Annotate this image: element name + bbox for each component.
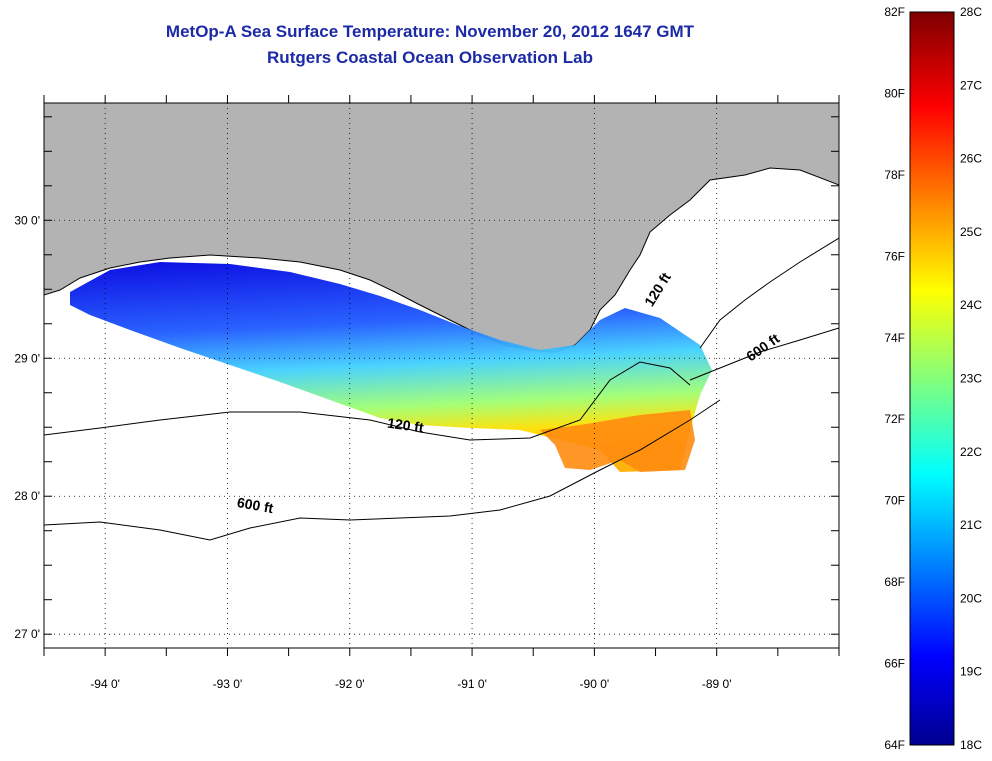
colorbar-f-label: 68F (884, 575, 905, 589)
colorbar-f-label: 64F (884, 738, 905, 752)
colorbar-f-label: 74F (884, 331, 905, 345)
colorbar-f-label: 66F (884, 657, 905, 671)
x-tick-label: -93 0' (213, 677, 243, 691)
colorbar-f-label: 78F (884, 168, 905, 182)
map-title: MetOp-A Sea Surface Temperature: Novembe… (165, 22, 695, 41)
colorbar-c-label: 20C (960, 591, 982, 605)
x-tick-label: -94 0' (90, 677, 120, 691)
x-tick-label: -92 0' (335, 677, 365, 691)
colorbar-c-label: 23C (960, 372, 982, 386)
colorbar-c-label: 24C (960, 298, 982, 312)
colorbar-c-label: 19C (960, 665, 982, 679)
colorbar-f-label: 76F (884, 249, 905, 263)
colorbar-c-label: 18C (960, 738, 982, 752)
x-tick-label: -90 0' (580, 677, 610, 691)
y-tick-label: 29 0' (14, 351, 40, 365)
colorbar-c-label: 21C (960, 518, 982, 532)
contour-600ft-south (44, 399, 721, 541)
y-tick-label: 27 0' (14, 627, 40, 641)
colorbar-c-label: 25C (960, 225, 982, 239)
sst-swath (70, 262, 712, 472)
colorbar-f-label: 72F (884, 412, 905, 426)
y-tick-label: 30 0' (14, 213, 40, 227)
colorbar (909, 11, 955, 746)
colorbar-c-label: 26C (960, 152, 982, 166)
colorbar-f-label: 70F (884, 494, 905, 508)
contour-label: 600 ft (236, 494, 275, 516)
colorbar-c-label: 27C (960, 78, 982, 92)
colorbar-c-label: 22C (960, 445, 982, 459)
warm-patch (540, 410, 695, 472)
map-subtitle: Rutgers Coastal Ocean Observation Lab (267, 48, 593, 67)
contour-label: 120 ft (386, 415, 425, 436)
x-tick-label: -91 0' (457, 677, 487, 691)
x-tick-label: -89 0' (702, 677, 732, 691)
y-tick-label: 28 0' (14, 489, 40, 503)
contour-120ft-south (44, 361, 691, 441)
contour-120ft-east (699, 237, 839, 349)
colorbar-f-label: 82F (884, 5, 905, 19)
colorbar-f-label: 80F (884, 86, 905, 100)
contour-600ft-east (689, 327, 839, 381)
colorbar-c-label: 28C (960, 5, 982, 19)
